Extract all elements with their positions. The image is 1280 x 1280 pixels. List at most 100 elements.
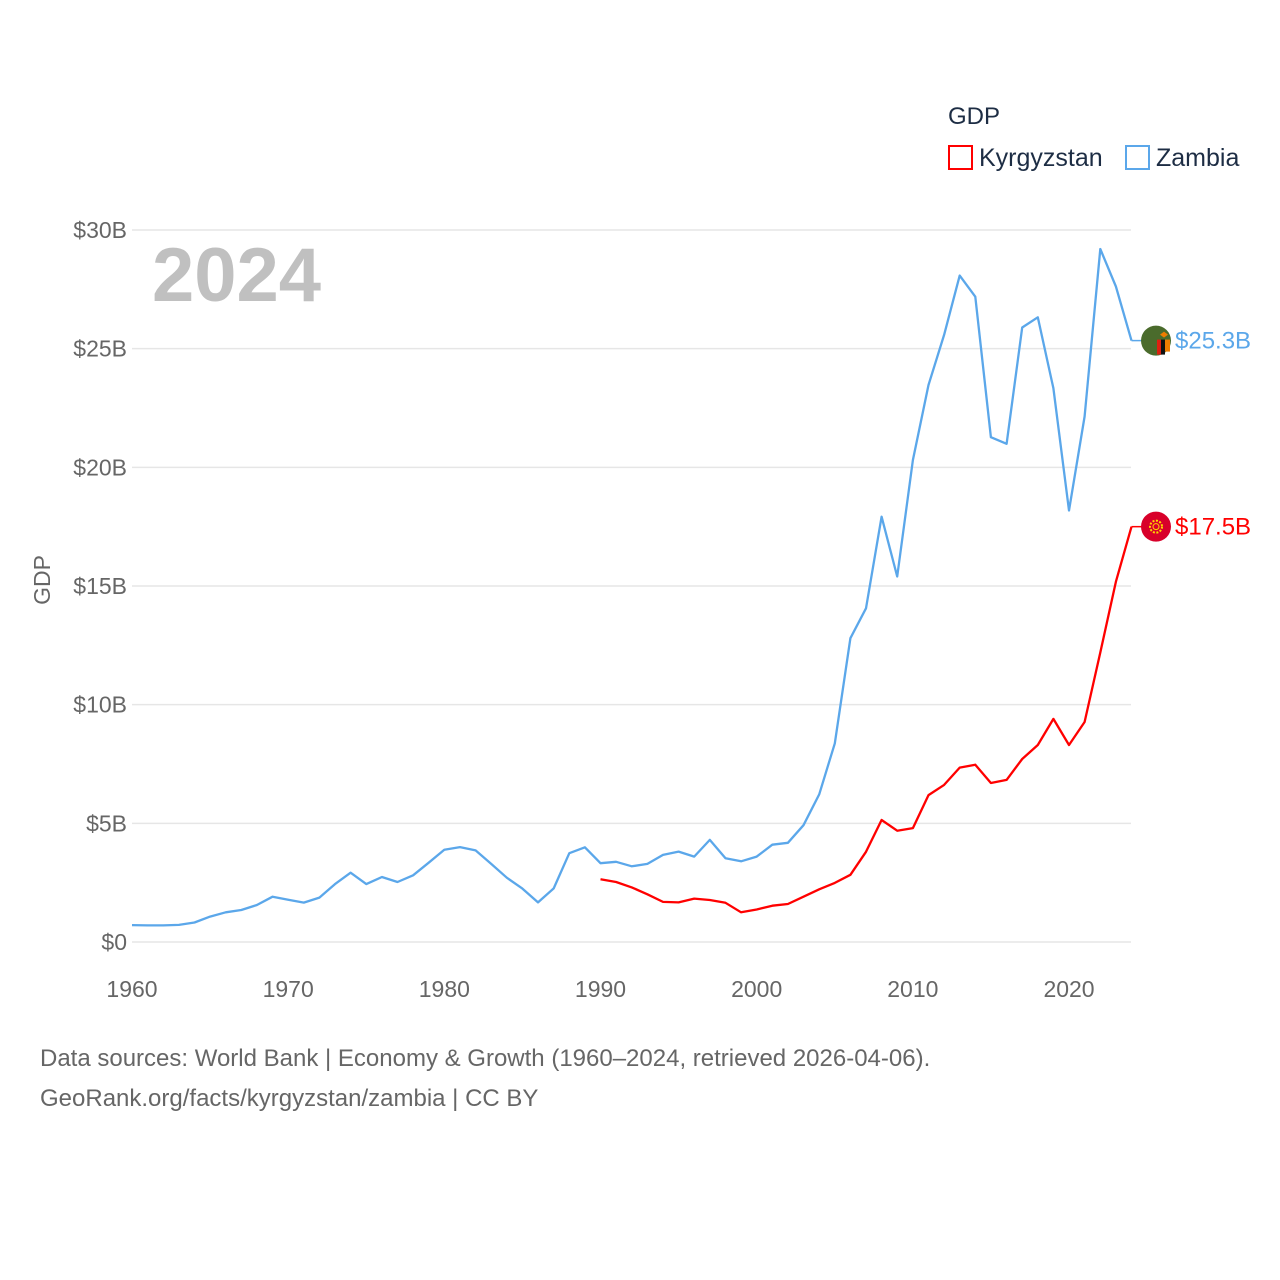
data-point-zambia <box>301 900 307 906</box>
data-point-zambia <box>816 791 822 797</box>
data-point-kyrgyzstan <box>1113 579 1119 585</box>
source-line: Data sources: World Bank | Economy & Gro… <box>40 1045 931 1072</box>
data-point-zambia <box>847 635 853 641</box>
data-point-zambia <box>644 861 650 867</box>
data-point-zambia <box>613 859 619 865</box>
y-tick-label: $0 <box>101 929 127 955</box>
data-point-zambia <box>676 849 682 855</box>
legend-label-zambia[interactable]: Zambia <box>1156 144 1239 172</box>
series-line-zambia <box>131 247 1133 927</box>
y-tick-label: $10B <box>73 692 127 718</box>
data-point-zambia <box>238 907 244 913</box>
data-point-zambia <box>348 870 354 876</box>
data-point-kyrgyzstan <box>801 894 807 900</box>
data-point-zambia <box>145 922 151 928</box>
data-point-zambia <box>410 872 416 878</box>
series-lines <box>131 247 1133 928</box>
x-tick-label: 1970 <box>263 976 314 1002</box>
y-tick-label: $20B <box>73 454 127 480</box>
data-point-zambia <box>473 847 479 853</box>
data-point-kyrgyzstan <box>644 891 650 897</box>
data-point-kyrgyzstan <box>769 903 775 909</box>
year-label: 2024 <box>152 233 321 318</box>
data-point-kyrgyzstan <box>1004 777 1010 783</box>
data-point-zambia <box>925 382 931 388</box>
data-point-zambia <box>504 875 510 881</box>
data-point-kyrgyzstan <box>722 900 728 906</box>
x-tick-label: 2000 <box>731 976 782 1002</box>
legend: GDP Kyrgyzstan Zambia <box>948 103 1239 172</box>
data-point-zambia <box>832 740 838 746</box>
x-tick-label: 2020 <box>1043 976 1094 1002</box>
data-point-zambia <box>176 922 182 928</box>
data-point-zambia <box>1066 508 1072 514</box>
data-point-zambia <box>551 885 557 891</box>
data-point-zambia <box>769 842 775 848</box>
data-point-kyrgyzstan <box>1082 719 1088 725</box>
data-point-zambia <box>660 852 666 858</box>
data-point-zambia <box>629 863 635 869</box>
data-point-zambia <box>160 922 166 928</box>
data-point-kyrgyzstan <box>1035 742 1041 748</box>
legend-title: GDP <box>948 103 1000 130</box>
attribution-line: GeoRank.org/facts/kyrgyzstan/zambia | CC… <box>40 1085 539 1112</box>
series-end-markers: $17.5B $25.3B <box>1131 325 1251 542</box>
data-point-zambia <box>207 914 213 920</box>
data-point-zambia <box>270 894 276 900</box>
data-point-zambia <box>1035 314 1041 320</box>
data-point-zambia <box>598 860 604 866</box>
data-point-zambia <box>754 854 760 860</box>
legend-label-kyrgyzstan[interactable]: Kyrgyzstan <box>979 144 1103 172</box>
data-point-zambia <box>223 909 229 915</box>
data-point-zambia <box>1004 441 1010 447</box>
data-point-kyrgyzstan <box>1097 649 1103 655</box>
data-point-zambia <box>801 822 807 828</box>
x-tick-label: 2010 <box>887 976 938 1002</box>
data-point-zambia <box>394 879 400 885</box>
data-point-kyrgyzstan <box>879 817 885 823</box>
y-tick-label: $30B <box>73 217 127 243</box>
data-point-zambia <box>988 434 994 440</box>
data-point-zambia <box>254 902 260 908</box>
data-point-kyrgyzstan <box>676 899 682 905</box>
legend-swatch-kyrgyzstan[interactable] <box>948 145 973 170</box>
data-point-zambia <box>863 605 869 611</box>
data-point-kyrgyzstan <box>598 876 604 882</box>
x-tick-label: 1980 <box>419 976 470 1002</box>
data-point-kyrgyzstan <box>972 762 978 768</box>
data-point-kyrgyzstan <box>707 897 713 903</box>
zambia-flag-icon <box>1141 325 1171 356</box>
data-point-zambia <box>785 840 791 846</box>
data-point-zambia <box>738 858 744 864</box>
data-point-zambia <box>426 860 432 866</box>
data-point-kyrgyzstan <box>847 872 853 878</box>
data-point-zambia <box>1082 414 1088 420</box>
data-point-kyrgyzstan <box>738 909 744 915</box>
data-point-zambia <box>191 920 197 926</box>
data-point-kyrgyzstan <box>894 828 900 834</box>
data-point-zambia <box>457 844 463 850</box>
data-point-kyrgyzstan <box>785 901 791 907</box>
data-point-kyrgyzstan <box>754 906 760 912</box>
data-point-zambia <box>1050 385 1056 391</box>
x-tick-label: 1960 <box>106 976 157 1002</box>
data-point-zambia <box>972 294 978 300</box>
legend-swatch-zambia[interactable] <box>1125 145 1150 170</box>
data-point-kyrgyzstan <box>613 879 619 885</box>
data-point-kyrgyzstan <box>941 782 947 788</box>
series-line-kyrgyzstan <box>600 526 1133 914</box>
data-point-zambia <box>707 837 713 843</box>
data-point-kyrgyzstan <box>660 899 666 905</box>
data-point-zambia <box>691 854 697 860</box>
data-point-kyrgyzstan <box>910 825 916 831</box>
data-point-zambia <box>285 897 291 903</box>
data-point-kyrgyzstan <box>816 886 822 892</box>
data-point-zambia <box>582 844 588 850</box>
data-point-kyrgyzstan <box>1066 742 1072 748</box>
data-point-kyrgyzstan <box>925 792 931 798</box>
y-tick-label: $25B <box>73 336 127 362</box>
end-label-kyrgyzstan: $17.5B <box>1175 514 1251 541</box>
y-tick-label: $15B <box>73 573 127 599</box>
y-tick-label: $5B <box>86 810 127 836</box>
